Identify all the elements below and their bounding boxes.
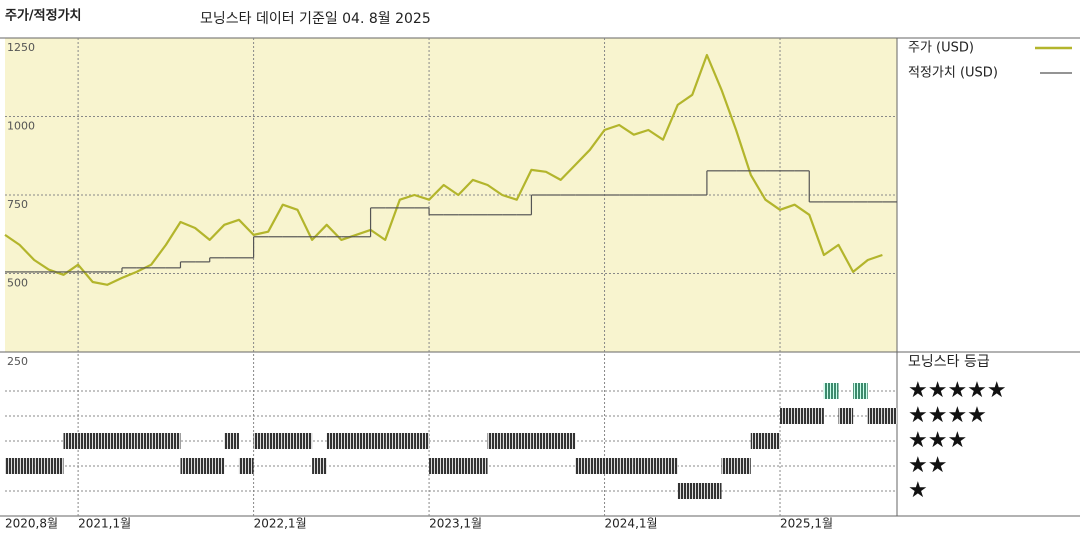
rating-bar [780, 408, 795, 424]
rating-bar [736, 458, 751, 474]
y-tick-label: 1250 [7, 41, 35, 54]
rating-bar [619, 458, 634, 474]
rating-bar [297, 433, 313, 449]
legend-label: 적정가치 (USD) [908, 66, 998, 81]
rating-bar [560, 433, 576, 449]
rating-bar [692, 483, 707, 499]
rating-bar [867, 408, 883, 424]
rating-bar [180, 458, 196, 474]
rating-label: ★★★ [908, 428, 967, 453]
rating-bar [326, 433, 342, 449]
rating-bar [63, 433, 79, 449]
rating-bar [502, 433, 517, 449]
rating-bar [414, 433, 430, 449]
chart-title: 주가/적정가치 [5, 8, 82, 24]
y-tick-label: 250 [7, 355, 28, 368]
rating-bar [809, 408, 824, 424]
rating-bar [399, 433, 415, 449]
rating-bar [706, 483, 722, 499]
rating-bar [165, 433, 181, 449]
x-tick-label: 2024,1월 [605, 517, 658, 531]
rating-bar [48, 458, 64, 474]
rating-label: ★★★★ [908, 403, 987, 428]
rating-bar [238, 458, 254, 474]
rating-bar [355, 433, 371, 449]
rating-bar [531, 433, 547, 449]
rating-bar [648, 458, 664, 474]
y-tick-label: 500 [7, 277, 28, 290]
rating-bar [589, 458, 605, 474]
rating-bar [823, 383, 839, 399]
rating-bar [487, 433, 503, 449]
rating-bar [78, 433, 93, 449]
rating-bar [853, 383, 868, 399]
rating-bar [136, 433, 152, 449]
rating-bar [750, 433, 766, 449]
rating-bar [838, 408, 854, 424]
rating-bar [224, 433, 239, 449]
chart-subtitle: 모닝스타 데이터 기준일 04. 8월 2025 [200, 11, 431, 27]
rating-label: ★★★★★ [908, 378, 1007, 403]
rating-bar [121, 433, 137, 449]
x-tick-label: 2025,1월 [780, 517, 833, 531]
rating-bar [282, 433, 298, 449]
rating-bar [575, 458, 590, 474]
rating-label: ★ [908, 478, 928, 503]
rating-bar [370, 433, 386, 449]
rating-bar [882, 408, 897, 424]
x-tick-label: 2022,1월 [254, 517, 307, 531]
rating-bar [107, 433, 122, 449]
rating-bar [663, 458, 678, 474]
rating-label: ★★ [908, 453, 947, 478]
rating-title: 모닝스타 등급 [908, 354, 990, 370]
rating-bar [458, 458, 473, 474]
rating-bar [443, 458, 459, 474]
y-tick-label: 1000 [7, 120, 35, 133]
rating-bar [312, 458, 327, 474]
rating-bar [765, 433, 781, 449]
rating-bar [721, 458, 737, 474]
x-tick-label: 2021,1월 [78, 517, 131, 531]
rating-bar [604, 458, 620, 474]
rating-bar [34, 458, 49, 474]
rating-bar [429, 458, 444, 474]
rating-bar [341, 433, 356, 449]
rating-bar [195, 458, 210, 474]
rating-bar [253, 433, 269, 449]
x-tick-label: 2020,8월 [5, 517, 58, 531]
rating-bar [472, 458, 488, 474]
rating-bar [5, 458, 20, 474]
legend-label: 주가 (USD) [908, 41, 974, 56]
rating-bar [546, 433, 561, 449]
rating-bar [268, 433, 283, 449]
rating-bar [151, 433, 166, 449]
x-tick-label: 2023,1월 [429, 517, 482, 531]
y-tick-label: 750 [7, 198, 28, 211]
rating-bar [677, 483, 693, 499]
rating-bar [794, 408, 810, 424]
price-line [4, 53, 883, 286]
rating-bar [19, 458, 35, 474]
rating-bar [516, 433, 532, 449]
rating-bar [633, 458, 649, 474]
rating-bar [92, 433, 108, 449]
rating-bar [385, 433, 400, 449]
rating-bar [209, 458, 225, 474]
